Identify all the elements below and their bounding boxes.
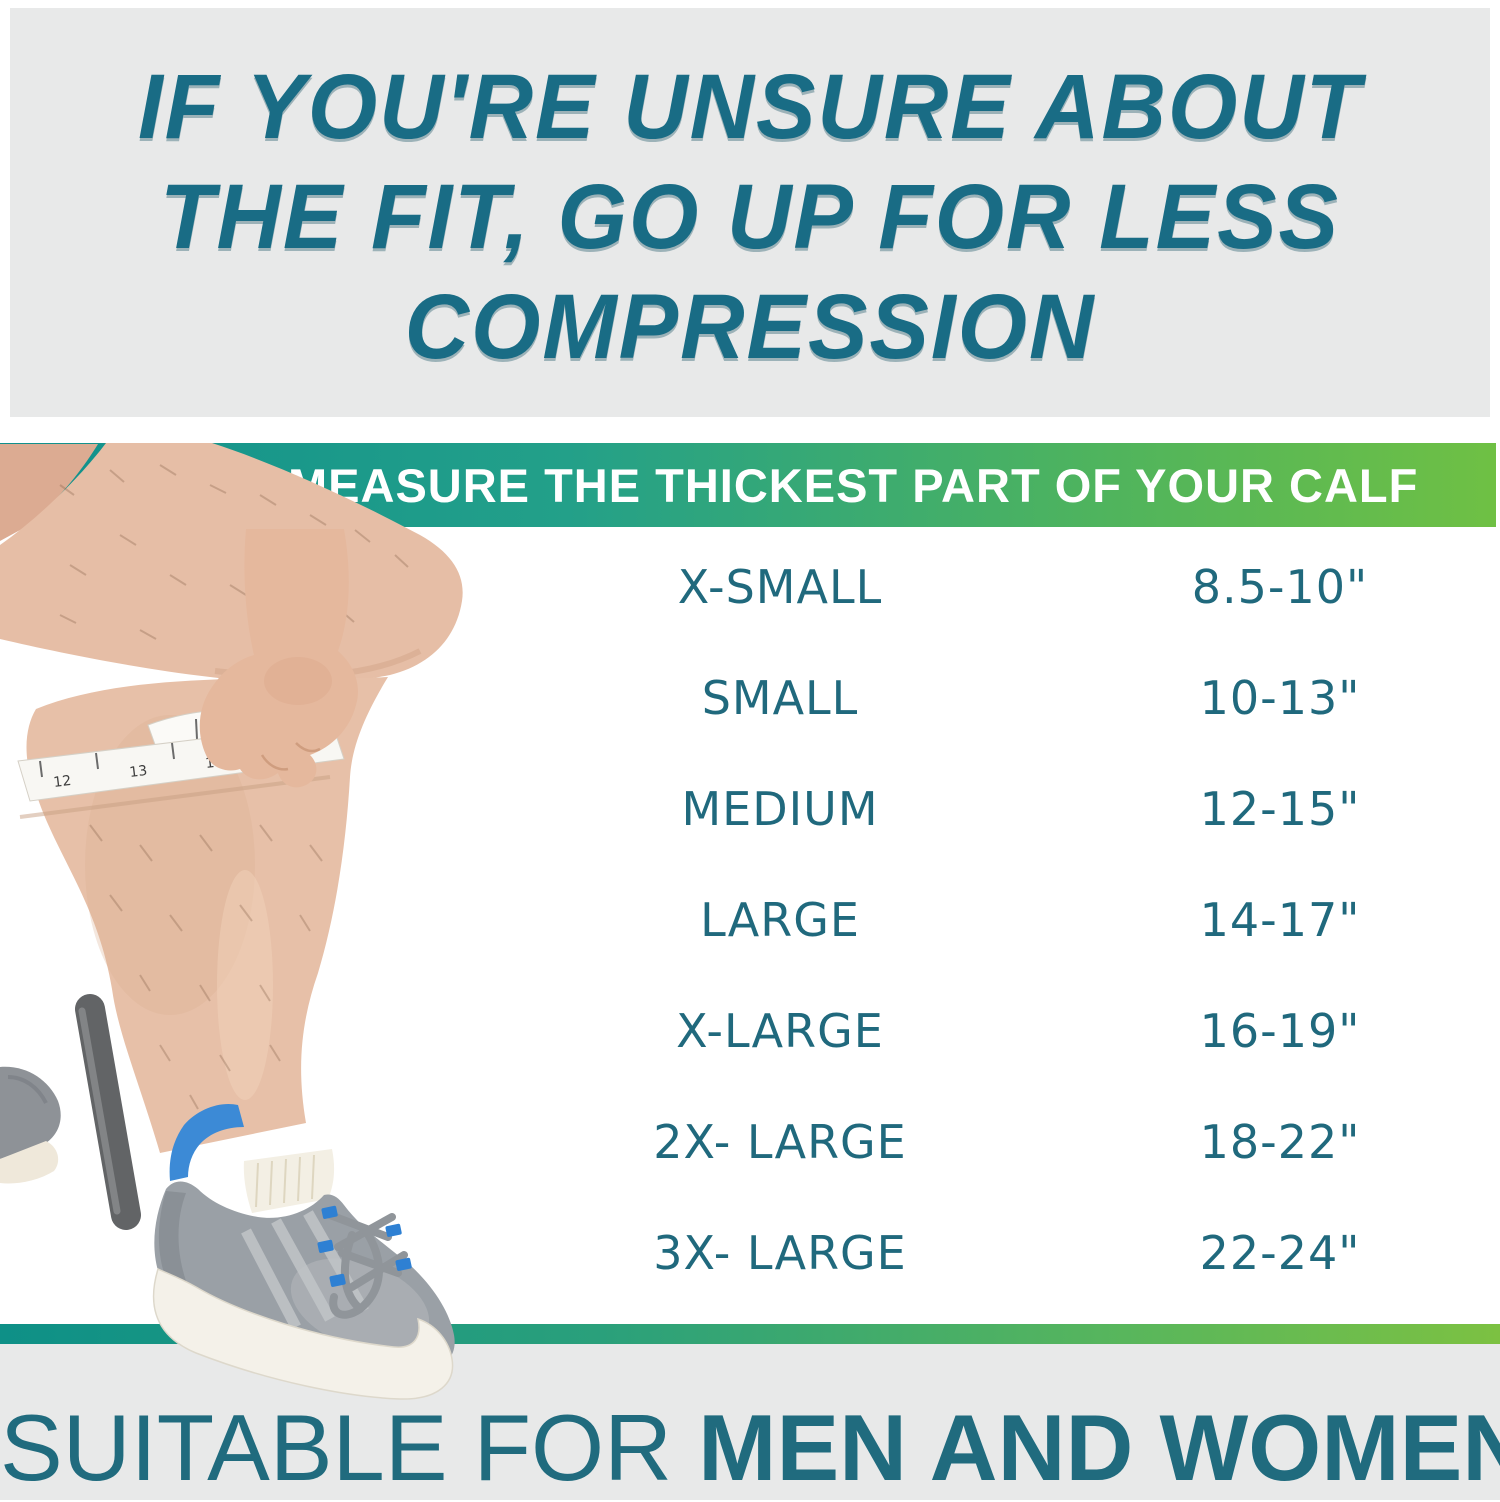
hand <box>199 529 358 788</box>
sock <box>243 1149 335 1213</box>
size-range: 14-17" <box>1199 893 1361 947</box>
measure-banner-text: MEASURE THE THICKEST PART OF YOUR CALF <box>288 458 1419 512</box>
size-range: 8.5-10" <box>1191 560 1369 614</box>
sneaker <box>152 1103 455 1400</box>
leg-measurement-photo: 1 12 13 14 15 <box>0 443 463 1400</box>
size-range: 12-15" <box>1199 782 1361 836</box>
header-panel <box>10 8 1490 417</box>
calf <box>26 677 388 1153</box>
page-title: IF YOU'RE UNSURE ABOUT THE FIT, GO UP FO… <box>137 56 1363 378</box>
second-shoe <box>0 1066 61 1184</box>
size-range: 10-13" <box>1199 671 1361 725</box>
tape-number: 12 <box>53 773 73 791</box>
footer-text-emphasis: MEN AND WOMEN <box>698 1395 1500 1500</box>
footer-text: SUITABLE FOR MEN AND WOMEN <box>0 1394 1500 1502</box>
other-leg <box>0 444 98 541</box>
stool-leg <box>75 994 141 1230</box>
footer-band: SUITABLE FOR MEN AND WOMEN <box>0 1344 1500 1500</box>
sneaker-laces <box>326 1211 408 1319</box>
tape-number: 13 <box>129 763 149 781</box>
size-range: 16-19" <box>1199 1004 1361 1058</box>
sneaker-sole <box>152 1267 454 1400</box>
size-range: 18-22" <box>1199 1115 1361 1169</box>
sneaker-blue-collar <box>169 1103 244 1181</box>
sneaker-stripes <box>241 1210 369 1330</box>
sneaker-blue-eyelets <box>317 1205 412 1287</box>
footer-text-prefix: SUITABLE FOR <box>0 1395 699 1500</box>
size-range: 22-24" <box>1199 1226 1361 1280</box>
thigh <box>0 443 463 683</box>
